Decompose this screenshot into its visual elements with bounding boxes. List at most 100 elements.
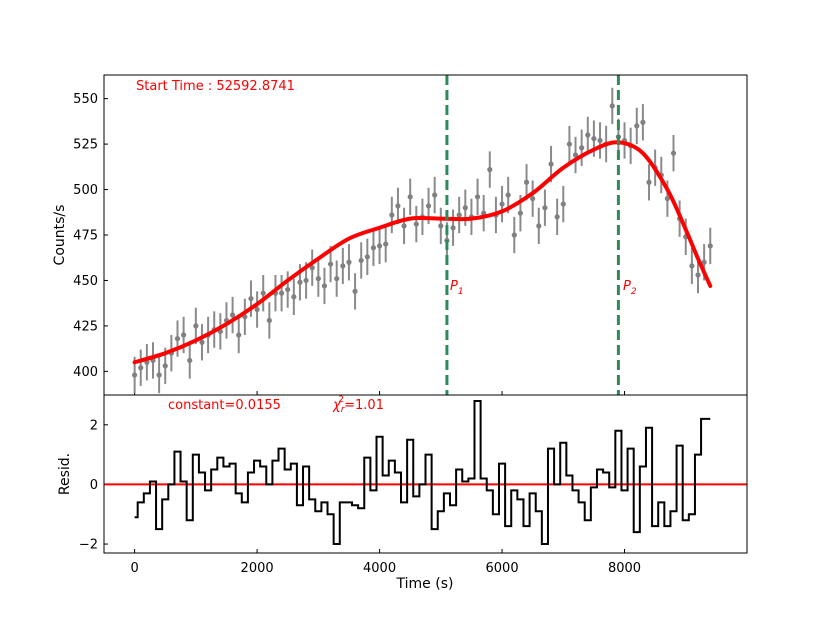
- data-point: [285, 271, 291, 308]
- data-marker: [670, 150, 677, 156]
- residual-ylabel: Resid.: [57, 453, 73, 495]
- data-point: [670, 135, 677, 172]
- data-marker: [376, 243, 383, 249]
- data-marker: [285, 286, 291, 293]
- data-point: [254, 291, 260, 328]
- data-marker: [364, 254, 370, 260]
- data-point: [156, 356, 162, 394]
- data-point: [707, 227, 713, 265]
- data-point: [554, 198, 560, 235]
- data-point: [389, 196, 395, 234]
- data-marker: [511, 232, 517, 238]
- lightcurve-ytick-label: 500: [73, 183, 98, 198]
- data-marker: [138, 365, 144, 371]
- lightcurve-ytick-label: 400: [73, 365, 98, 380]
- lightcurve-ytick-label: 525: [73, 138, 98, 153]
- data-point: [266, 302, 272, 339]
- data-point: [315, 260, 321, 297]
- data-point: [438, 207, 444, 245]
- data-point: [187, 342, 193, 379]
- data-marker: [585, 132, 591, 138]
- data-point: [609, 87, 615, 125]
- data-marker: [174, 336, 181, 342]
- data-marker: [432, 192, 438, 198]
- data-point: [321, 267, 328, 305]
- data-marker: [695, 272, 701, 278]
- data-point: [370, 229, 377, 266]
- data-marker: [303, 277, 309, 284]
- data-marker: [523, 179, 530, 185]
- data-point: [376, 227, 383, 265]
- data-point: [174, 320, 181, 357]
- data-point: [413, 205, 419, 243]
- data-point: [530, 180, 536, 217]
- residual-step-line: [134, 399, 711, 546]
- data-marker: [370, 245, 377, 251]
- lightcurve-ytick-label: 450: [73, 274, 98, 289]
- data-point: [689, 247, 695, 285]
- data-marker: [474, 194, 481, 200]
- data-marker: [132, 372, 138, 378]
- data-marker: [401, 223, 407, 229]
- data-marker: [689, 263, 695, 269]
- data-marker: [297, 279, 303, 285]
- model-curve: [132, 140, 713, 365]
- data-marker: [566, 141, 573, 147]
- data-marker: [407, 194, 413, 200]
- residual-xtick-label: 4000: [363, 561, 396, 576]
- data-marker: [517, 210, 524, 216]
- data-marker: [266, 317, 272, 324]
- data-marker: [609, 103, 615, 109]
- data-marker: [505, 192, 511, 198]
- data-marker: [640, 119, 646, 125]
- data-marker: [554, 214, 560, 220]
- data-marker: [560, 201, 566, 207]
- data-marker: [664, 196, 670, 202]
- lightcurve-ytick-label: 550: [73, 92, 98, 107]
- data-marker: [634, 123, 640, 129]
- residual-xtick-label: 8000: [608, 561, 641, 576]
- data-marker: [487, 166, 493, 173]
- residual-xtick-label: 6000: [486, 561, 519, 576]
- data-point: [193, 307, 199, 345]
- data-marker: [597, 137, 603, 144]
- data-point: [640, 104, 646, 141]
- data-marker: [291, 294, 297, 300]
- data-marker: [425, 203, 432, 209]
- data-marker: [383, 241, 389, 247]
- data-marker: [340, 263, 346, 269]
- data-point: [432, 176, 438, 214]
- data-marker: [236, 332, 242, 338]
- lightcurve-ytick-label: 425: [73, 319, 98, 334]
- data-point: [278, 275, 285, 312]
- data-point: [597, 122, 603, 159]
- data-point: [634, 107, 640, 145]
- data-marker: [162, 363, 168, 369]
- marker-label-p2: P2: [623, 279, 637, 297]
- data-point: [566, 125, 573, 163]
- data-marker: [701, 259, 707, 265]
- data-point: [395, 187, 401, 225]
- data-point: [383, 225, 389, 263]
- data-marker: [536, 223, 542, 229]
- data-marker: [156, 372, 162, 378]
- data-point: [199, 324, 205, 361]
- data-point: [401, 207, 407, 245]
- time-xlabel: Time (s): [396, 576, 454, 592]
- data-point: [340, 247, 346, 285]
- data-point: [474, 178, 481, 215]
- data-marker: [646, 179, 652, 185]
- data-point: [572, 136, 579, 174]
- data-point: [585, 116, 591, 154]
- data-point: [456, 196, 462, 234]
- data-marker: [389, 212, 395, 218]
- data-point: [579, 129, 585, 166]
- data-point: [260, 275, 266, 312]
- marker-label-p1: P1: [450, 279, 464, 297]
- data-marker: [309, 265, 315, 271]
- data-point: [291, 278, 297, 315]
- data-marker: [254, 306, 260, 313]
- constant-annotation: constant=0.0155: [168, 398, 281, 413]
- data-point: [646, 164, 652, 201]
